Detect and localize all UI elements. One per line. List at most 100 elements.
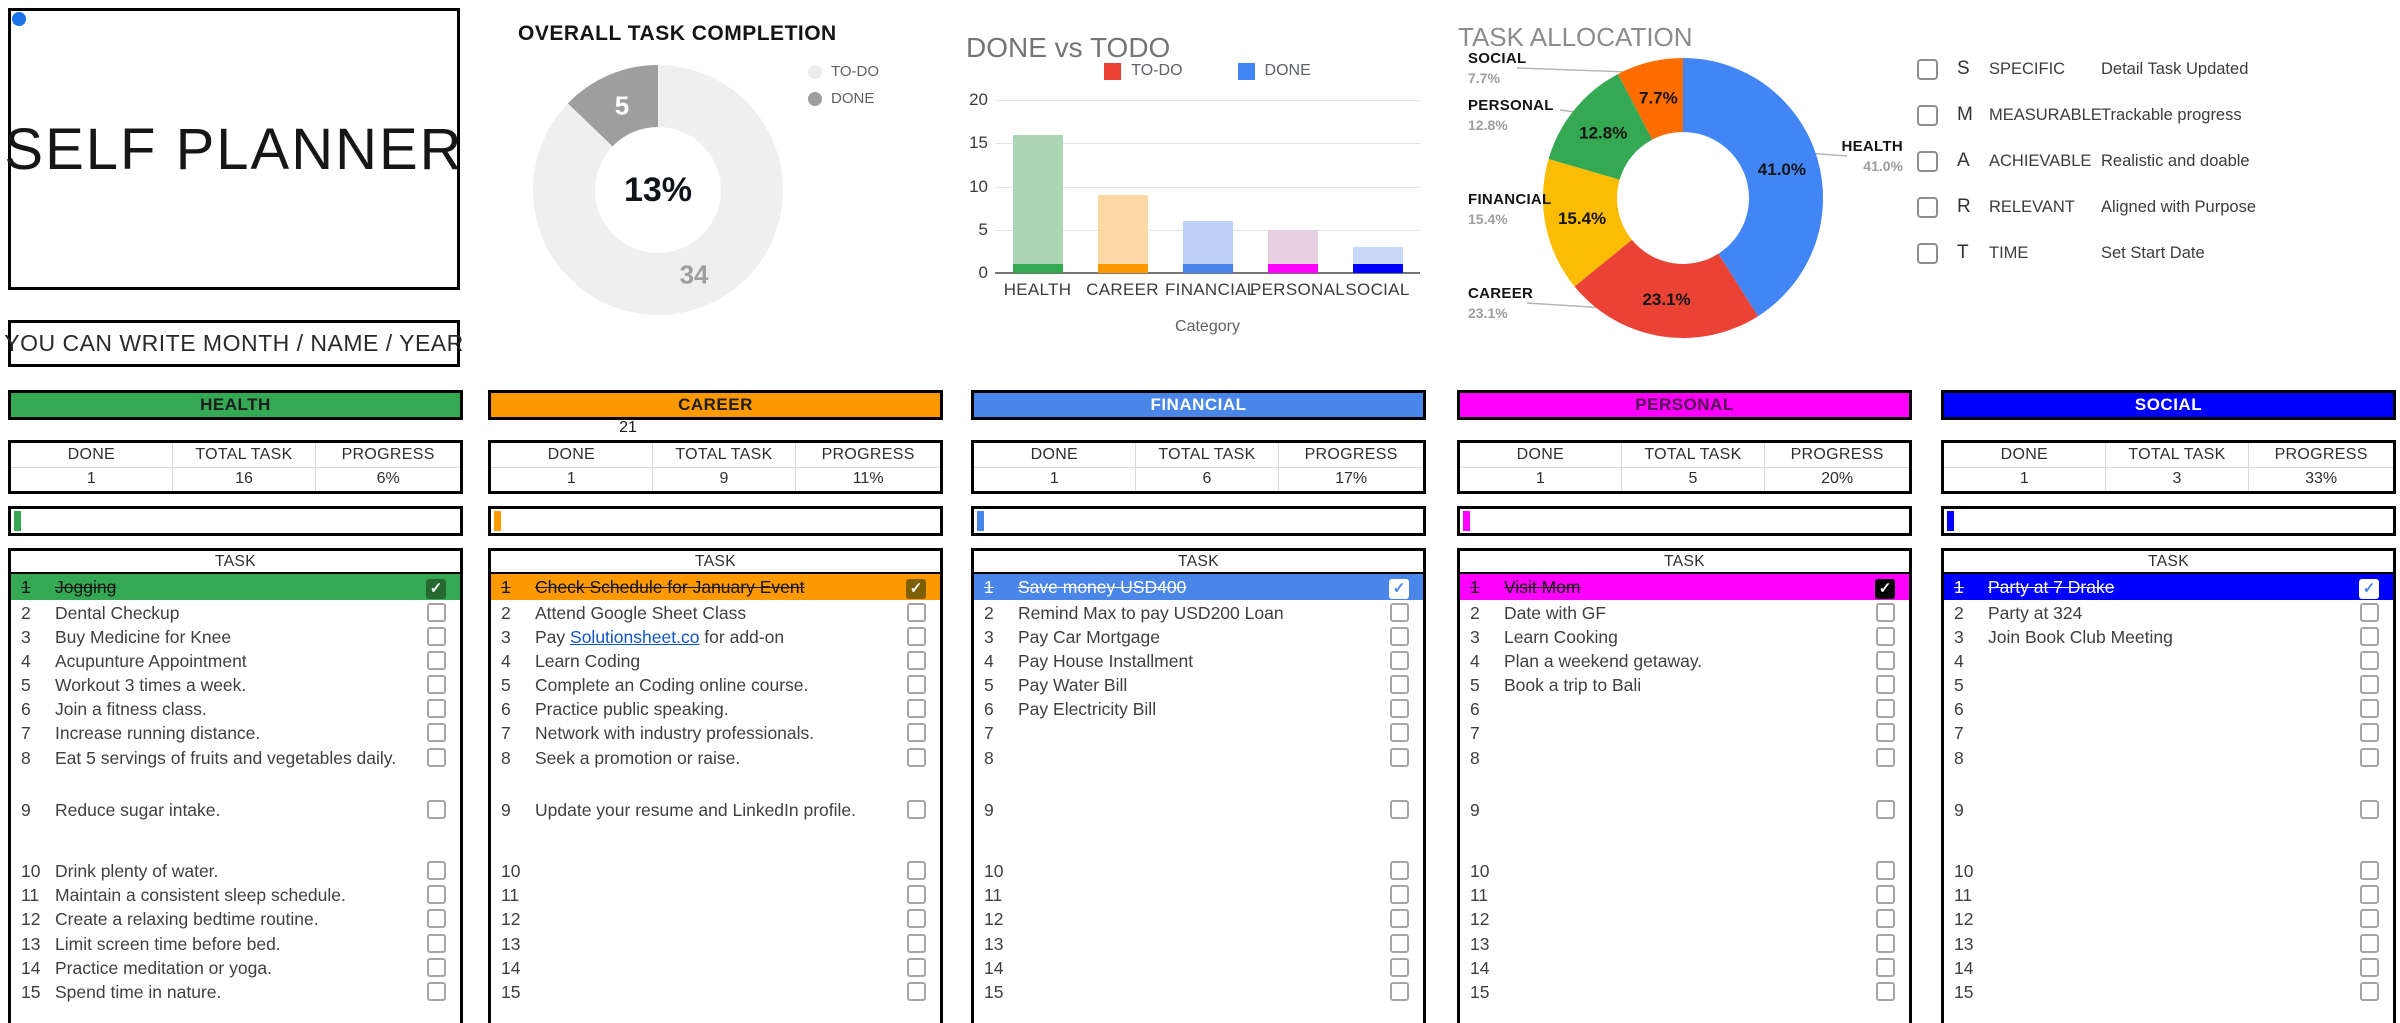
task-text[interactable]: Practice meditation or yoga. xyxy=(55,958,272,978)
task-checkbox[interactable] xyxy=(2360,627,2379,646)
task-text[interactable] xyxy=(535,955,904,957)
task-checkbox[interactable] xyxy=(907,748,926,767)
task-text[interactable] xyxy=(1988,931,2357,933)
task-text[interactable]: Increase running distance. xyxy=(55,723,261,743)
task-text[interactable]: Plan a weekend getaway. xyxy=(1504,651,1703,671)
task-text[interactable] xyxy=(1988,882,2357,884)
task-text[interactable]: Learn Coding xyxy=(535,651,641,671)
task-text[interactable] xyxy=(1988,979,2357,981)
task-checkbox[interactable] xyxy=(1876,748,1895,767)
task-checkbox[interactable] xyxy=(427,723,446,742)
task-checkbox[interactable] xyxy=(1390,934,1409,953)
task-checkbox[interactable] xyxy=(1876,651,1895,670)
task-checkbox[interactable] xyxy=(427,934,446,953)
task-text[interactable]: Limit screen time before bed. xyxy=(55,934,281,954)
task-text[interactable]: Visit Mom xyxy=(1504,576,1581,597)
task-text[interactable]: Attend Google Sheet Class xyxy=(535,603,747,623)
task-checkbox[interactable] xyxy=(1390,800,1409,819)
task-checkbox[interactable] xyxy=(907,861,926,880)
task-checkbox[interactable] xyxy=(1876,675,1895,694)
task-checkbox[interactable] xyxy=(427,909,446,928)
task-text[interactable] xyxy=(1504,906,1873,908)
task-text[interactable] xyxy=(535,931,904,933)
task-checkbox[interactable] xyxy=(907,651,926,670)
task-text[interactable] xyxy=(1988,648,2357,650)
task-checkbox[interactable]: ✓ xyxy=(1389,578,1409,599)
task-text[interactable]: Book a trip to Bali xyxy=(1504,675,1642,695)
task-text[interactable]: Jogging xyxy=(55,576,117,597)
task-checkbox[interactable] xyxy=(907,627,926,646)
task-text[interactable] xyxy=(1988,955,2357,957)
task-text[interactable] xyxy=(1988,906,2357,908)
task-checkbox[interactable] xyxy=(2360,909,2379,928)
task-checkbox[interactable] xyxy=(907,982,926,1001)
task-text[interactable]: Workout 3 times a week. xyxy=(55,675,247,695)
task-checkbox[interactable] xyxy=(1876,885,1895,904)
task-checkbox[interactable] xyxy=(1876,699,1895,718)
task-text[interactable] xyxy=(1504,858,1873,860)
task-text[interactable] xyxy=(1504,955,1873,957)
smart-checkbox[interactable] xyxy=(1917,196,1938,218)
task-text[interactable] xyxy=(1988,672,2357,674)
task-text[interactable] xyxy=(1504,979,1873,981)
task-text[interactable] xyxy=(1504,931,1873,933)
task-text[interactable] xyxy=(535,882,904,884)
task-text[interactable]: Create a relaxing bedtime routine. xyxy=(55,909,319,929)
task-checkbox[interactable] xyxy=(427,627,446,646)
task-text[interactable] xyxy=(1988,745,2357,747)
task-checkbox[interactable] xyxy=(1390,627,1409,646)
task-checkbox[interactable] xyxy=(427,651,446,670)
task-checkbox[interactable] xyxy=(2360,885,2379,904)
task-checkbox[interactable] xyxy=(907,603,926,622)
task-checkbox[interactable] xyxy=(1390,723,1409,742)
task-text[interactable]: Date with GF xyxy=(1504,603,1607,623)
task-checkbox[interactable] xyxy=(2360,861,2379,880)
task-text[interactable]: Pay Electricity Bill xyxy=(1018,699,1157,719)
task-checkbox[interactable] xyxy=(427,800,446,819)
task-checkbox[interactable] xyxy=(2360,800,2379,819)
task-checkbox[interactable] xyxy=(427,675,446,694)
task-checkbox[interactable] xyxy=(1876,800,1895,819)
task-checkbox[interactable] xyxy=(1390,748,1409,767)
task-text[interactable]: Pay Car Mortgage xyxy=(1018,627,1161,647)
task-checkbox[interactable] xyxy=(907,699,926,718)
task-text[interactable]: Remind Max to pay USD200 Loan xyxy=(1018,603,1284,623)
task-checkbox[interactable] xyxy=(1876,909,1895,928)
task-text[interactable] xyxy=(535,979,904,981)
task-text[interactable] xyxy=(535,858,904,860)
task-checkbox[interactable] xyxy=(1390,885,1409,904)
task-text[interactable] xyxy=(1504,797,1873,799)
task-checkbox[interactable] xyxy=(1390,603,1409,622)
task-text[interactable]: Network with industry professionals. xyxy=(535,723,815,743)
task-checkbox[interactable] xyxy=(427,699,446,718)
task-checkbox[interactable] xyxy=(1390,651,1409,670)
task-checkbox[interactable] xyxy=(1876,958,1895,977)
task-checkbox[interactable] xyxy=(1876,861,1895,880)
task-text[interactable] xyxy=(1018,955,1387,957)
task-checkbox[interactable]: ✓ xyxy=(906,578,926,599)
task-text[interactable]: Update your resume and LinkedIn profile. xyxy=(535,800,857,820)
task-checkbox[interactable] xyxy=(1390,861,1409,880)
task-text[interactable] xyxy=(1988,720,2357,722)
task-text[interactable]: Pay Solutionsheet.co for add-on xyxy=(535,627,785,647)
task-text[interactable] xyxy=(1018,797,1387,799)
task-checkbox[interactable] xyxy=(427,748,446,767)
task-text[interactable]: Drink plenty of water. xyxy=(55,861,219,881)
task-checkbox[interactable] xyxy=(427,603,446,622)
task-text[interactable] xyxy=(1504,882,1873,884)
task-checkbox[interactable] xyxy=(907,958,926,977)
task-checkbox[interactable] xyxy=(427,885,446,904)
task-checkbox[interactable] xyxy=(907,934,926,953)
task-text[interactable]: Seek a promotion or raise. xyxy=(535,748,741,768)
task-text[interactable]: Maintain a consistent sleep schedule. xyxy=(55,885,346,905)
task-checkbox[interactable] xyxy=(907,800,926,819)
task-checkbox[interactable]: ✓ xyxy=(426,578,446,599)
task-text[interactable] xyxy=(1988,858,2357,860)
task-checkbox[interactable] xyxy=(2360,723,2379,742)
task-text[interactable] xyxy=(535,906,904,908)
task-text[interactable] xyxy=(1988,696,2357,698)
task-text[interactable]: Acupunture Appointment xyxy=(55,651,247,671)
task-checkbox[interactable] xyxy=(1876,934,1895,953)
task-checkbox[interactable] xyxy=(427,861,446,880)
task-text[interactable] xyxy=(1018,720,1387,722)
